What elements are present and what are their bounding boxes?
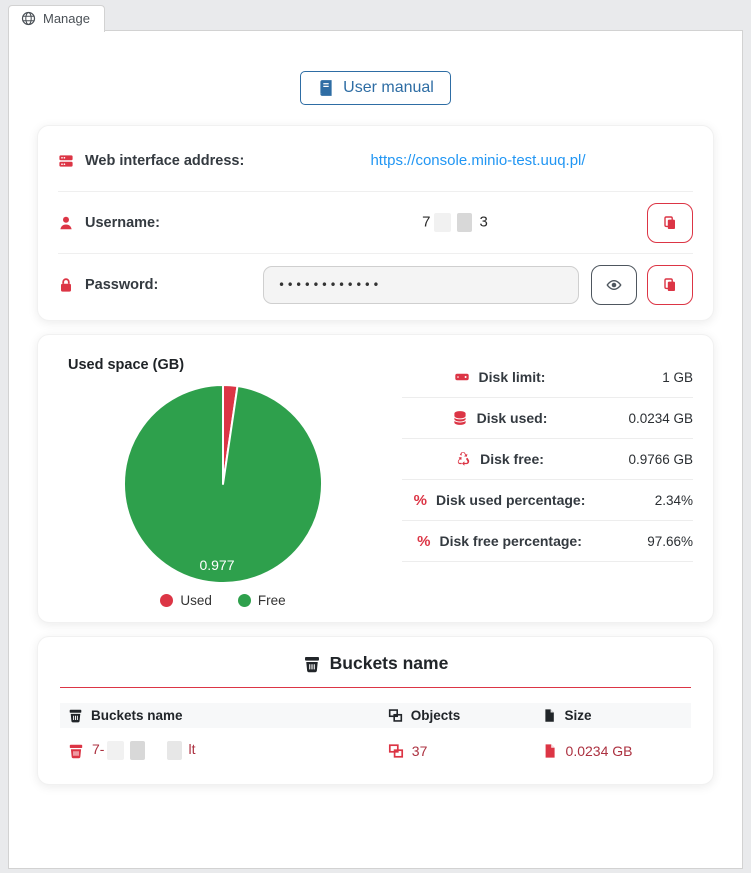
main-panel: User manual Web interface address: https… [8,30,743,869]
tab-bar: Manage [0,0,751,32]
legend-dot-used [160,594,174,607]
stat-label: Disk limit: [478,369,546,385]
recycle-icon [455,451,471,467]
header-size: Size [542,708,683,723]
header-buckets-name: Buckets name [68,708,388,723]
bucket-size-cell: 0.0234 GB [542,741,683,760]
web-address-label: Web interface address: [85,152,245,169]
tab-manage[interactable]: Manage [8,5,105,32]
stat-label: Disk used percentage: [435,492,586,508]
stat-row-disk-used: Disk used: 0.0234 GB [402,398,693,439]
bucket-icon [68,743,84,759]
copy-username-button[interactable] [647,202,693,243]
percent-icon [414,493,427,508]
stat-label: Disk used: [476,410,548,426]
username-suffix: 3 [479,213,488,231]
stat-value: 1 GB [662,369,693,385]
legend-label-free: Free [257,593,286,608]
lock-icon [58,277,74,293]
user-manual-button[interactable]: User manual [300,71,451,105]
user-manual-label: User manual [343,79,434,96]
chart-title: Used space (GB) [68,357,185,373]
stat-row-disk-free: Disk free: 0.9766 GB [402,439,693,480]
redaction-block [130,741,146,760]
buckets-table: Buckets name Objects Size 7- lt [60,703,691,766]
password-field[interactable] [263,266,579,304]
web-address-row: Web interface address: https://console.m… [58,130,693,192]
stat-row-disk-limit: Disk limit: 1 GB [402,357,693,398]
header-objects: Objects [388,708,542,723]
tab-manage-label: Manage [43,11,90,26]
percent-icon [417,534,430,549]
username-label: Username: [85,214,160,231]
stat-row-disk-used-pct: Disk used percentage: 2.34% [402,480,693,521]
stat-label: Disk free: [480,451,544,467]
redaction-block [456,213,472,232]
legend-item-used[interactable]: Used [160,593,212,608]
username-prefix: 7 [422,213,431,231]
buckets-title-label: Buckets name [329,653,449,673]
server-icon [58,153,74,169]
user-icon [58,215,74,231]
file-icon [542,743,558,759]
copy-icon [662,215,678,231]
chart-column: Used space (GB) 0.977 Used Free [58,353,388,608]
red-divider [60,687,691,688]
copy-password-button[interactable] [647,265,693,305]
stat-row-disk-free-pct: Disk free percentage: 97.66% [402,521,693,562]
password-row: Password: [58,254,693,316]
copy-icon [662,277,678,293]
password-label-group: Password: [58,277,263,293]
hdd-icon [454,369,470,385]
buckets-title: Buckets name [60,653,691,674]
stat-value: 2.34% [654,492,693,508]
chart-legend: Used Free [58,593,388,608]
file-icon [542,708,557,723]
bucket-name: 7- lt [92,741,195,760]
stat-label: Disk free percentage: [439,533,582,549]
stat-value: 97.66% [647,533,693,549]
redaction-block [167,741,183,760]
username-label-group: Username: [58,215,263,231]
objects-icon [388,743,404,759]
globe-icon [21,11,36,26]
bucket-row: 7- lt 37 0.0234 GB [60,728,691,766]
objects-icon [388,708,403,723]
credentials-card: Web interface address: https://console.m… [37,125,714,321]
stat-value: 0.0234 GB [628,410,693,426]
console-url-link[interactable]: https://console.minio-test.uuq.pl/ [370,152,586,169]
bucket-icon [303,655,321,673]
usage-card: Used space (GB) 0.977 Used Free Disk lim… [37,334,714,623]
legend-item-free[interactable]: Free [237,593,286,608]
eye-icon [606,277,622,293]
redaction-block [433,213,451,232]
legend-label-used: Used [180,593,212,608]
used-space-pie-chart[interactable]: 0.977 [120,381,326,587]
book-icon [317,79,335,97]
show-password-button[interactable] [591,265,637,305]
database-icon [452,410,468,426]
stat-value: 0.9766 GB [628,451,693,467]
bucket-icon [68,708,83,723]
web-address-label-group: Web interface address: [58,153,263,169]
bucket-name-cell: 7- lt [68,741,388,760]
legend-dot-free [237,594,251,607]
buckets-table-header: Buckets name Objects Size [60,703,691,728]
disk-stats: Disk limit: 1 GB Disk used: 0.0234 GB Di… [402,353,693,608]
redaction-block [107,741,125,760]
password-label: Password: [85,277,159,293]
buckets-card: Buckets name Buckets name Objects Size [37,636,714,785]
svg-text:0.977: 0.977 [199,557,234,573]
bucket-objects-cell: 37 [388,741,542,760]
